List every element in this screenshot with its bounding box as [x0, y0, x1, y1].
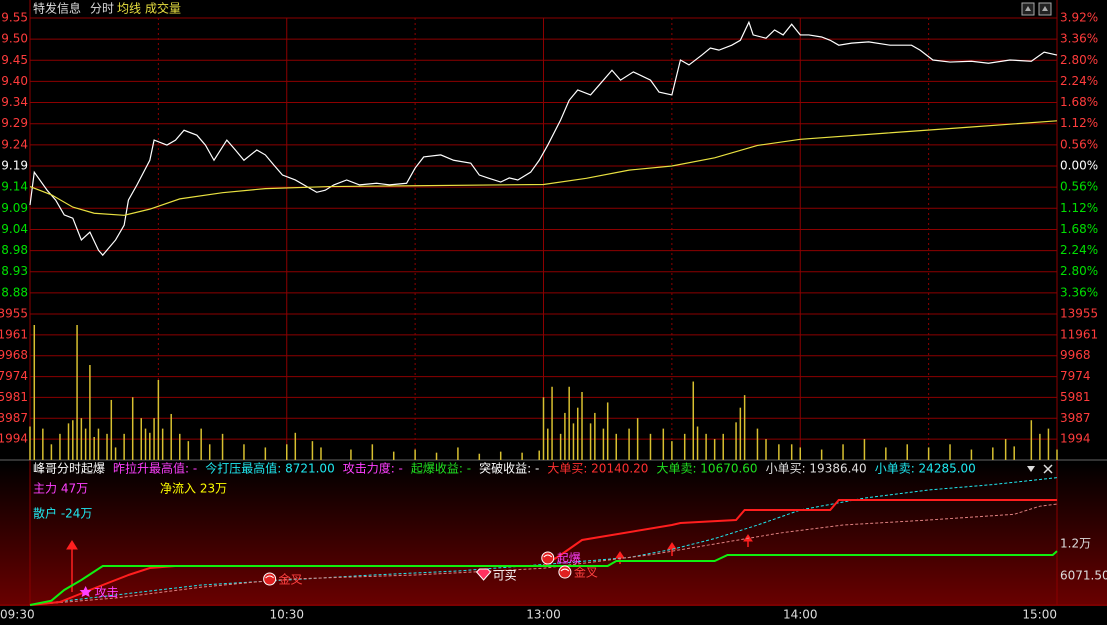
series-line — [29, 20, 1058, 257]
indicator-value: 攻击力度: - — [343, 461, 403, 476]
y-tick-label: 5981 — [1060, 390, 1091, 404]
y-tick-label: 8.98 — [1, 243, 28, 257]
y-tick-label: 9.29 — [1, 116, 28, 130]
annotation: 攻击 — [95, 586, 119, 600]
y2-tick-label: 1.12% — [1060, 116, 1098, 130]
y2-tick-label: 2.24% — [1060, 74, 1098, 88]
y2-tick-label: 2.24% — [1060, 243, 1098, 257]
mode[interactable]: 分时 — [90, 2, 114, 16]
y-tick-label: 9.50 — [1, 32, 28, 46]
y2-tick-label: 1.68% — [1060, 222, 1098, 236]
y-tick-label: 8.93 — [1, 264, 28, 278]
y2-tick-label: 0.56% — [1060, 180, 1098, 194]
indicator-label: 散户 -24万 — [33, 506, 92, 521]
y-tick-label: 13955 — [1060, 307, 1098, 321]
y-tick-label: 5981 — [0, 390, 28, 404]
indicator-title: 峰哥分时起爆 — [33, 462, 105, 476]
signal-arrow — [667, 542, 677, 550]
y2-tick-label: 3.36% — [1060, 285, 1098, 299]
y-tick-label: 3987 — [1060, 411, 1091, 425]
y-tick-label: 9968 — [0, 348, 28, 362]
indicator-value: 大单卖: 10670.60 — [656, 462, 757, 476]
annotation-marker — [558, 565, 572, 579]
y-tick-label: 9.40 — [1, 74, 28, 88]
y2-tick-label: 2.80% — [1060, 264, 1098, 278]
indicator-value: 小单买: 19386.40 — [766, 462, 867, 476]
annotation-marker — [263, 572, 277, 586]
y2-tick-label: 3.92% — [1060, 11, 1098, 25]
series-line — [29, 503, 1058, 606]
y-tick-label: 3987 — [0, 411, 28, 425]
annotation: 金叉 — [574, 565, 598, 580]
indicator-value: 起爆收益: - — [411, 462, 471, 476]
window-buttons[interactable] — [1021, 2, 1052, 16]
button-icon — [1042, 6, 1048, 11]
y-tick-label: 1994 — [0, 432, 28, 446]
y-tick-label: 7974 — [1060, 369, 1091, 383]
indicator-value: 突破收益: - — [479, 461, 539, 476]
indicator-value: 大单买: 20140.20 — [547, 462, 648, 476]
y-tick-label: 9.04 — [1, 222, 28, 236]
indicator-value: 昨拉升最高值: - — [113, 461, 197, 476]
x-tick-label: 10:30 — [269, 608, 304, 622]
y2-tick-label: 1.12% — [1060, 201, 1098, 215]
annotation-marker — [79, 586, 92, 598]
x-tick-label: 13:00 — [526, 608, 561, 622]
indicator-value: 小单卖: 24285.00 — [875, 462, 976, 476]
y-tick-label: 13955 — [0, 307, 28, 321]
series-line — [29, 550, 1058, 606]
signal-arrow — [66, 540, 78, 550]
annotation-marker — [541, 551, 555, 565]
y2-tick-label: 0.56% — [1060, 137, 1098, 151]
x-tick-label: 15:00 — [1022, 608, 1057, 622]
y-tick-label: 11961 — [0, 327, 28, 341]
x-tick-label: 09:30 — [0, 608, 35, 622]
y-tick-label: 7974 — [0, 369, 28, 383]
y-tick-label: 11961 — [1060, 327, 1098, 341]
y-tick-label: 9.14 — [1, 180, 28, 194]
y-tick-label: 6071.50 — [1060, 568, 1107, 582]
y-tick-label: 9.19 — [1, 159, 28, 173]
y-tick-label: 1994 — [1060, 432, 1091, 446]
annotation-marker — [543, 554, 553, 558]
legend-entry[interactable]: 均线 — [117, 2, 141, 16]
y2-tick-label: 3.36% — [1060, 32, 1098, 46]
annotation: 金叉 — [279, 571, 303, 586]
indicator-value: 今打压最高值: 8721.00 — [205, 461, 334, 476]
annotation-marker — [265, 575, 274, 579]
annotation-marker — [475, 568, 492, 581]
series-line — [29, 498, 1057, 606]
y-tick-label: 1.2万 — [1060, 536, 1091, 550]
y2-tick-label: 2.80% — [1060, 53, 1098, 67]
collapse-button[interactable] — [1027, 466, 1035, 472]
annotation: 可买 — [493, 568, 517, 582]
y-tick-label: 9.45 — [1, 53, 28, 67]
y-tick-label: 9.34 — [1, 95, 28, 109]
annotation: 起爆 — [557, 552, 581, 566]
x-tick-label: 14:00 — [783, 608, 818, 622]
close-button[interactable] — [1043, 464, 1053, 474]
y2-tick-label: 1.68% — [1060, 95, 1098, 109]
volume-legend[interactable]: 成交量 — [145, 1, 181, 16]
y-tick-label: 9.24 — [1, 137, 28, 151]
indicator-background — [0, 462, 1107, 606]
y-tick-label: 9968 — [1060, 348, 1091, 362]
stock-name: 特发信息 — [33, 1, 81, 16]
annotation-marker — [560, 568, 570, 572]
button-icon — [1025, 6, 1031, 11]
y2-tick-label: 0.00% — [1060, 159, 1098, 173]
indicator-label: 净流入 23万 — [160, 482, 227, 496]
y-tick-label: 8.88 — [1, 285, 28, 299]
y-tick-label: 9.55 — [1, 11, 28, 25]
left-axis: 13955 11961 9968 7974 5981 3987 1994 — [0, 307, 28, 446]
series-line — [29, 477, 1058, 606]
y-tick-label: 9.09 — [1, 201, 28, 215]
indicator-label: 主力 47万 — [33, 482, 88, 496]
series-line — [29, 120, 1058, 216]
